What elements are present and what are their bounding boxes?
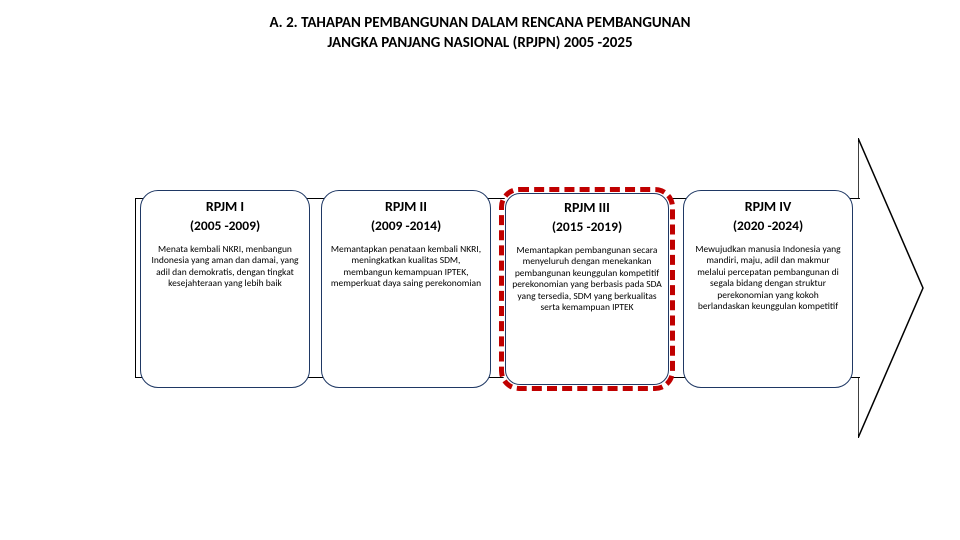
process-arrow-diagram: RPJM I (2005 -2009) Menata kembali NKRI,… [135,118,925,428]
stage-desc: Memantapkan penataan kembali NKRI, menin… [328,244,484,290]
title-line-1: A. 2. TAHAPAN PEMBANGUNAN DALAM RENCANA … [0,14,960,34]
title-line-2: JANGKA PANJANG NASIONAL (RPJPN) 2005 -20… [0,34,960,54]
stage-desc: Mewujudkan manusia Indonesia yang mandir… [690,244,846,312]
stage-period: (2015 -2019) [510,218,664,235]
stage-period: (2009 -2014) [328,217,484,234]
stage-card-4: RPJM IV (2020 -2024) Mewujudkan manusia … [683,190,853,388]
stage-card-1: RPJM I (2005 -2009) Menata kembali NKRI,… [140,190,310,388]
stage-title: RPJM IV [690,199,846,215]
stage-card-3-highlighted: RPJM III (2015 -2019) Memantapkan pemban… [502,190,672,388]
stage-title: RPJM II [328,199,484,215]
stage-desc: Menata kembali NKRI, menbangun Indonesia… [147,244,303,290]
stage-title: RPJM I [147,199,303,215]
stage-card-2: RPJM II (2009 -2014) Memantapkan penataa… [321,190,491,388]
stage-period: (2020 -2024) [690,217,846,234]
stage-desc: Memantapkan pembangunan secara menyeluru… [510,245,664,313]
stage-title: RPJM III [510,200,664,216]
stage-period: (2005 -2009) [147,217,303,234]
page-title: A. 2. TAHAPAN PEMBANGUNAN DALAM RENCANA … [0,14,960,53]
